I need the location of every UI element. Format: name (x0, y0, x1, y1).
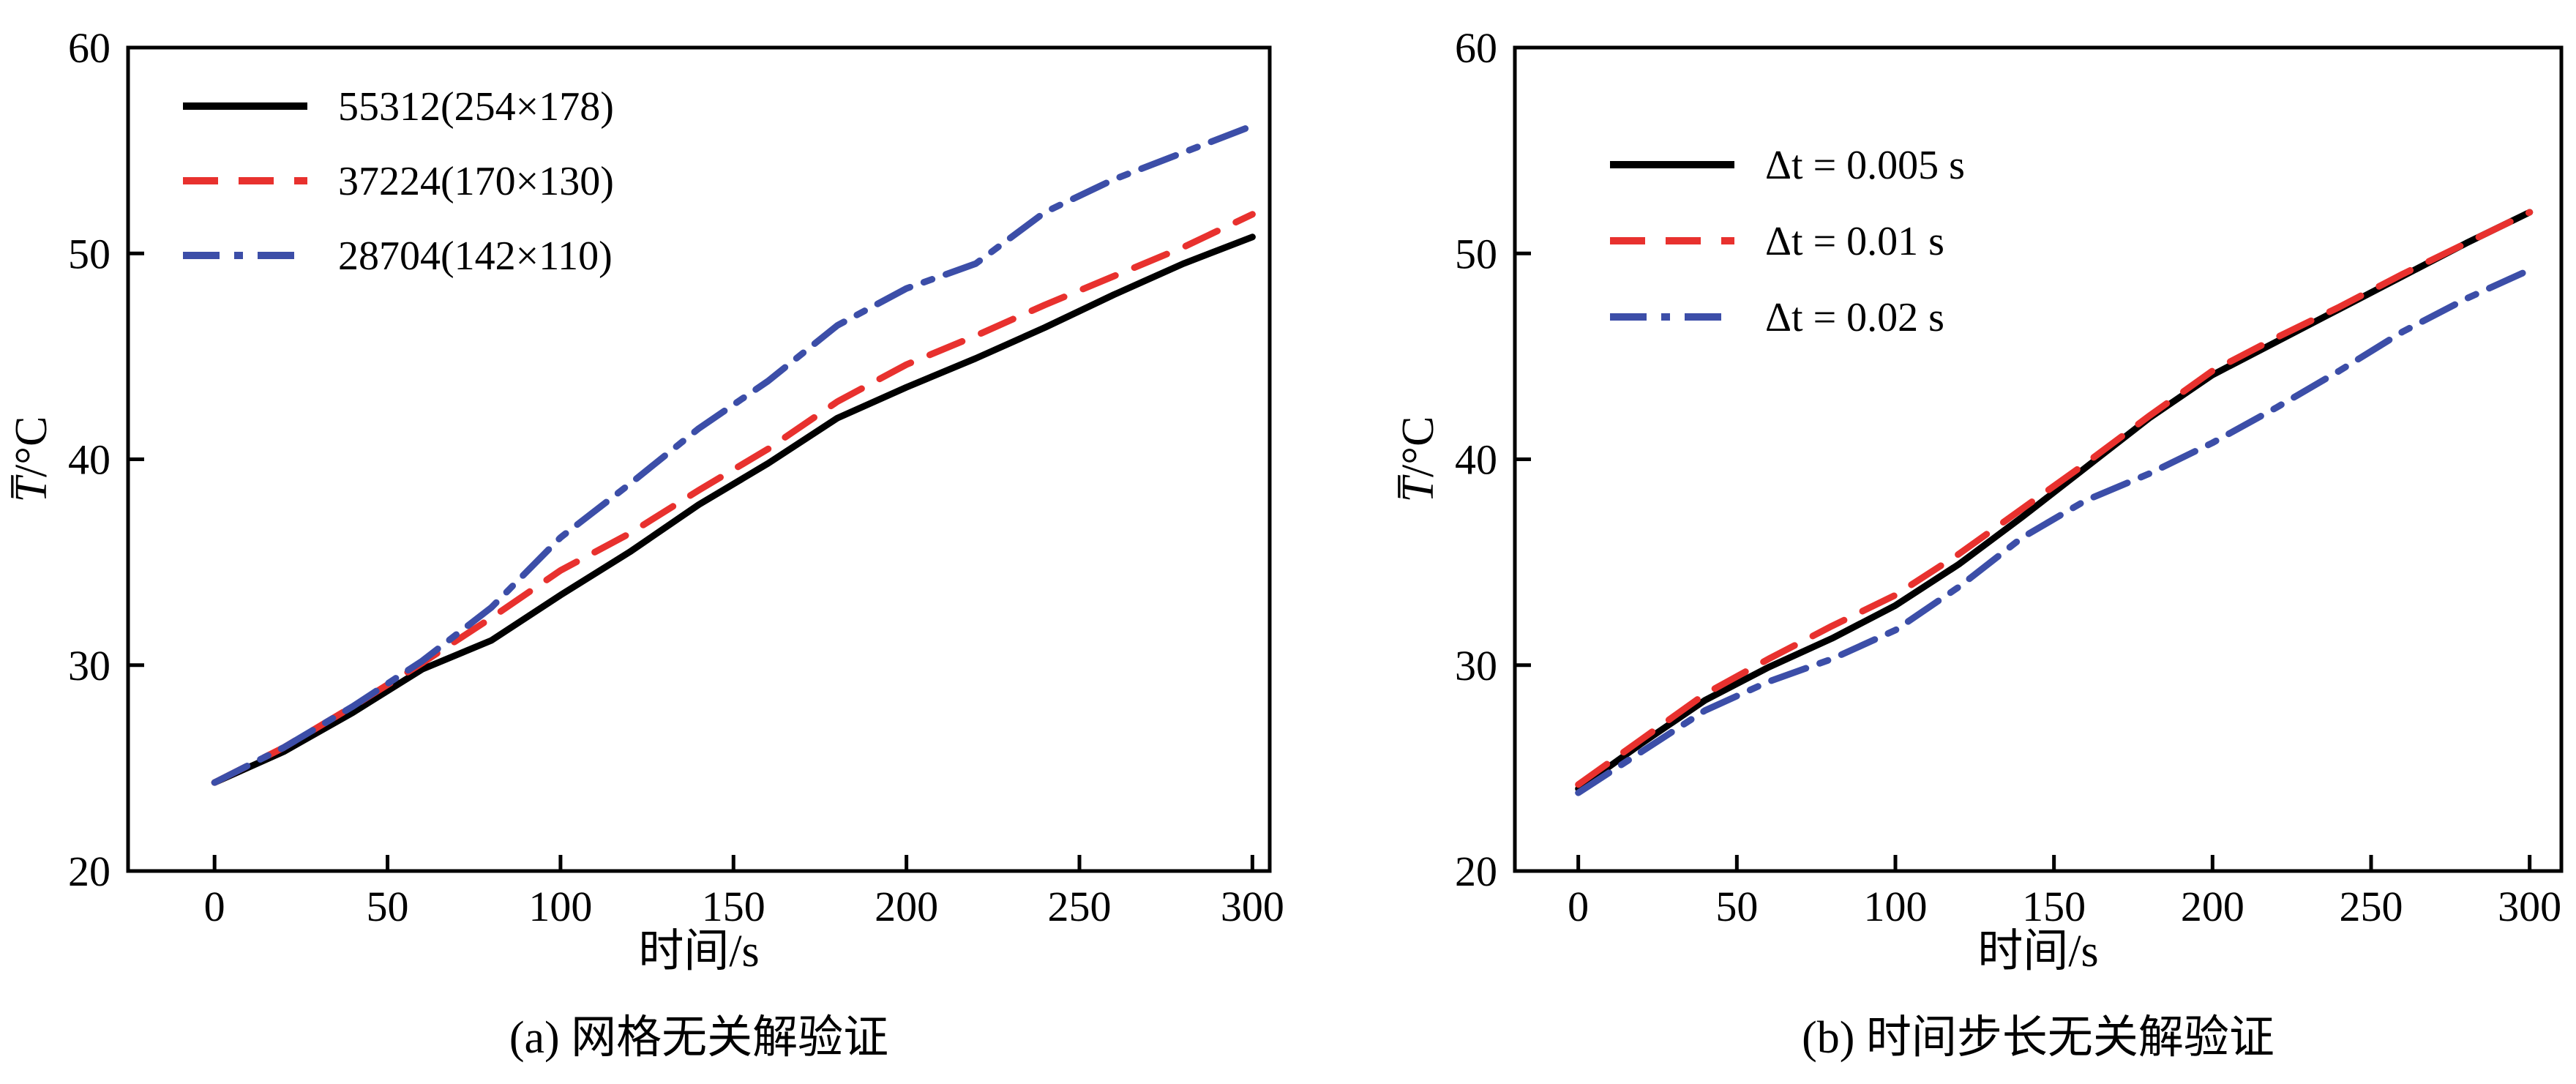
x-tick-label: 50 (1715, 883, 1758, 930)
y-axis-label: T̅/°C (7, 416, 56, 503)
panel-b: 0 50 100 150 200 250 300 20 30 40 50 60 Δt = 0.005 s… (1288, 0, 2576, 1084)
y-tick-label: 30 (68, 642, 111, 689)
y-tick-label: 40 (68, 436, 111, 484)
y-tick-label: 60 (68, 24, 111, 72)
series-line-0 (211, 233, 1256, 786)
legend-label-1: Δt = 0.01 s (1765, 219, 1944, 264)
legend-label-0: Δt = 0.005 s (1765, 143, 1965, 188)
x-tick-label: 0 (1568, 883, 1589, 930)
x-tick-label: 150 (2022, 883, 2086, 930)
x-tick-label: 300 (2498, 883, 2561, 930)
y-tick-label: 40 (1455, 436, 1497, 484)
x-tick-label: 0 (204, 883, 225, 930)
x-tick-label: 300 (1221, 883, 1284, 930)
x-axis-label-b: 时间/s (1977, 927, 2098, 976)
y-tick-label: 30 (1455, 642, 1497, 689)
series-line-2 (1575, 266, 2534, 796)
x-tick-label: 250 (2340, 883, 2403, 930)
chart-b-plot: 0 50 100 150 200 250 300 20 30 40 50 60 Δt = 0.005 s… (1393, 24, 2564, 930)
x-tick-label: 150 (702, 883, 765, 930)
y-axis-label: T̅/°C (1393, 416, 1443, 503)
legend-label-2: Δt = 0.02 s (1765, 295, 1944, 340)
chart-a-plot: 0 50 100 150 200 250 300 20 30 40 50 60 55312(254×17… (7, 24, 1284, 930)
x-axis-label-a: 时间/s (638, 927, 759, 976)
chart-a: 0 50 100 150 200 250 300 20 30 40 50 60 55312(254×17… (7, 24, 1284, 1063)
x-tick-label: 200 (2181, 883, 2244, 930)
legend-label-1: 37224(170×130) (338, 159, 614, 204)
x-tick-label: 250 (1048, 883, 1112, 930)
plot-frame (1513, 45, 2564, 873)
y-tick-label: 20 (68, 848, 111, 895)
y-tick-label: 20 (1455, 848, 1497, 895)
x-tick-label: 50 (367, 883, 409, 930)
chart-b: 0 50 100 150 200 250 300 20 30 40 50 60 Δt = 0.005 s… (1393, 24, 2564, 1063)
chart-caption-a: (a) 网格无关解验证 (509, 1013, 888, 1063)
x-tick-label: 100 (1864, 883, 1928, 930)
plot-frame (126, 45, 1272, 873)
x-tick-label: 100 (528, 883, 592, 930)
legend-label-0: 55312(254×178) (338, 84, 614, 130)
series-line-1 (1575, 209, 2534, 788)
series-line-0 (1575, 209, 2534, 792)
chart-caption-b: (b) 时间步长无关解验证 (1802, 1013, 2274, 1063)
legend-label-2: 28704(142×110) (338, 233, 613, 279)
y-tick-label: 50 (68, 230, 111, 277)
x-tick-label: 200 (875, 883, 938, 930)
y-tick-label: 50 (1455, 230, 1497, 277)
series-line-2 (211, 122, 1256, 786)
y-tick-label: 60 (1455, 24, 1497, 72)
panel-a: 0 50 100 150 200 250 300 20 30 40 50 60 55312(254×17… (7, 24, 1284, 1063)
